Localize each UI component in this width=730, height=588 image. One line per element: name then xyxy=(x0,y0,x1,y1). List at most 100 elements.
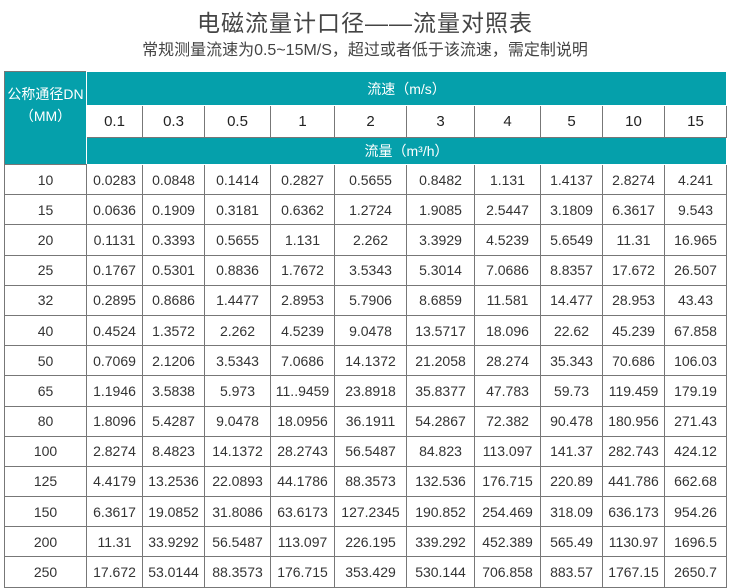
flow-cell: 17.672 xyxy=(602,254,665,286)
flow-cell: 9.0478 xyxy=(334,314,407,347)
flow-cell: 16.965 xyxy=(663,224,728,256)
dn-cell: 65 xyxy=(4,375,87,407)
table-row: 50 0.7069 2.1206 3.5343 7.0686 14.1372 21.2058… xyxy=(4,345,728,377)
flow-cell: 4.5239 xyxy=(270,314,335,347)
flow-cell: 26.507 xyxy=(663,254,728,286)
flow-cell: 127.2345 xyxy=(334,496,407,528)
dn-cell: 125 xyxy=(4,465,87,498)
flow-cell: 0.1131 xyxy=(86,224,143,256)
flow-cell: 5.4287 xyxy=(142,405,205,437)
flow-cell: 33.9292 xyxy=(142,526,205,558)
flow-cell: 45.239 xyxy=(602,314,665,347)
flow-cell: 35.8377 xyxy=(406,375,475,407)
velocity-values-row: 0.1 0.3 0.5 1 2 3 4 5 10 15 xyxy=(5,105,728,138)
flow-cell: 119.459 xyxy=(602,375,665,407)
dn-cell: 20 xyxy=(4,224,87,256)
dn-cell: 40 xyxy=(4,314,87,347)
velocity-cell: 10 xyxy=(602,105,665,138)
flow-cell: 3.1809 xyxy=(540,194,603,226)
table-row: 125 4.4179 13.2536 22.0893 44.1786 88.3573 132… xyxy=(4,465,728,498)
flow-cell: 0.4524 xyxy=(86,314,143,347)
flow-cell: 5.973 xyxy=(204,375,271,407)
flow-cell: 0.3181 xyxy=(204,194,271,226)
flow-cell: 3.5343 xyxy=(204,345,271,377)
flow-cell: 179.19 xyxy=(663,375,728,407)
flow-cell: 0.3393 xyxy=(142,224,205,256)
flow-cell: 353.429 xyxy=(334,556,407,588)
flow-cell: 0.2895 xyxy=(86,284,143,316)
flow-cell: 706.858 xyxy=(474,556,541,588)
flow-cell: 63.6173 xyxy=(270,496,335,528)
dn-cell: 100 xyxy=(4,435,87,467)
flow-cell: 8.6859 xyxy=(406,284,475,316)
table-row: 25 0.1767 0.5301 0.8836 1.7672 3.5343 5.3014 7.… xyxy=(4,254,728,286)
flow-cell: 2.1206 xyxy=(142,345,205,377)
flow-cell: 5.7906 xyxy=(334,284,407,316)
flow-cell: 28.953 xyxy=(602,284,665,316)
velocity-cell: 0.5 xyxy=(204,105,271,138)
flow-cell: 2.8953 xyxy=(270,284,335,316)
flow-cell: 21.2058 xyxy=(406,345,475,377)
flow-cell: 530.144 xyxy=(406,556,475,588)
flow-cell: 176.715 xyxy=(270,556,335,588)
dn-cell: 25 xyxy=(4,254,87,286)
flow-cell: 5.3014 xyxy=(406,254,475,286)
table-row: 15 0.0636 0.1909 0.3181 0.6362 1.2724 1.9085 2.… xyxy=(4,194,728,226)
flow-cell: 452.389 xyxy=(474,526,541,558)
dn-cell: 250 xyxy=(4,556,87,588)
flow-cell: 90.478 xyxy=(540,405,603,437)
flow-cell: 424.12 xyxy=(663,435,728,467)
flow-cell: 282.743 xyxy=(602,435,665,467)
table-row: 200 11.31 33.9292 56.5487 113.097 226.195 339.… xyxy=(4,526,728,558)
flow-cell: 22.0893 xyxy=(204,465,271,498)
flow-cell: 3.3929 xyxy=(406,224,475,256)
velocity-cell: 2 xyxy=(334,105,407,138)
flow-cell: 4.4179 xyxy=(86,465,143,498)
table-row: 150 6.3617 19.0852 31.8086 63.6173 127.2345 19… xyxy=(4,496,728,528)
flow-cell: 0.8686 xyxy=(142,284,205,316)
flow-cell: 1.4477 xyxy=(204,284,271,316)
flow-cell: 1767.15 xyxy=(602,556,665,588)
dn-cell: 150 xyxy=(4,496,87,528)
velocity-cell: 3 xyxy=(406,105,475,138)
flow-cell: 14.1372 xyxy=(204,435,271,467)
flow-cell: 4.241 xyxy=(663,163,728,196)
flow-cell: 47.783 xyxy=(474,375,541,407)
flow-cell: 0.1909 xyxy=(142,194,205,226)
flow-cell: 132.536 xyxy=(406,465,475,498)
table-row: 32 0.2895 0.8686 1.4477 2.8953 5.7906 8.6859 11… xyxy=(4,284,728,316)
flow-cell: 1696.5 xyxy=(663,526,728,558)
dn-cell: 50 xyxy=(4,345,87,377)
flow-cell: 43.43 xyxy=(663,284,728,316)
flow-cell: 18.096 xyxy=(474,314,541,347)
flow-cell: 7.0686 xyxy=(270,345,335,377)
flow-cell: 11.31 xyxy=(602,224,665,256)
flow-cell: 3.5838 xyxy=(142,375,205,407)
flow-table: 公称通径DN （MM） 流速（m/s） 0.1 0.3 0.5 1 2 3 4 5 10 15 流… xyxy=(4,71,728,588)
dn-cell: 200 xyxy=(4,526,87,558)
table-row: 80 1.8096 5.4287 9.0478 18.0956 36.1911 54.286… xyxy=(4,405,728,437)
velocity-header: 流速（m/s） xyxy=(85,71,728,106)
flow-cell: 1.4137 xyxy=(540,163,603,196)
flow-cell: 44.1786 xyxy=(270,465,335,498)
flow-cell: 271.43 xyxy=(663,405,728,437)
velocity-cell: 1 xyxy=(270,105,335,138)
flow-cell: 220.89 xyxy=(540,465,603,498)
flow-cell: 0.8836 xyxy=(204,254,271,286)
flow-cell: 226.195 xyxy=(334,526,407,558)
flow-cell: 254.469 xyxy=(474,496,541,528)
flow-cell: 636.173 xyxy=(602,496,665,528)
flow-cell: 0.5655 xyxy=(334,163,407,196)
flow-cell: 54.2867 xyxy=(406,405,475,437)
flow-cell: 883.57 xyxy=(540,556,603,588)
flow-cell: 2.262 xyxy=(204,314,271,347)
flow-cell: 11.31 xyxy=(86,526,143,558)
flow-cell: 11.581 xyxy=(474,284,541,316)
flow-cell: 2.8274 xyxy=(602,163,665,196)
flow-cell: 0.7069 xyxy=(86,345,143,377)
flow-cell: 0.0283 xyxy=(86,163,143,196)
dn-cell: 32 xyxy=(4,284,87,316)
flow-cell: 72.382 xyxy=(474,405,541,437)
flow-cell: 56.5487 xyxy=(204,526,271,558)
flow-cell: 18.0956 xyxy=(270,405,335,437)
